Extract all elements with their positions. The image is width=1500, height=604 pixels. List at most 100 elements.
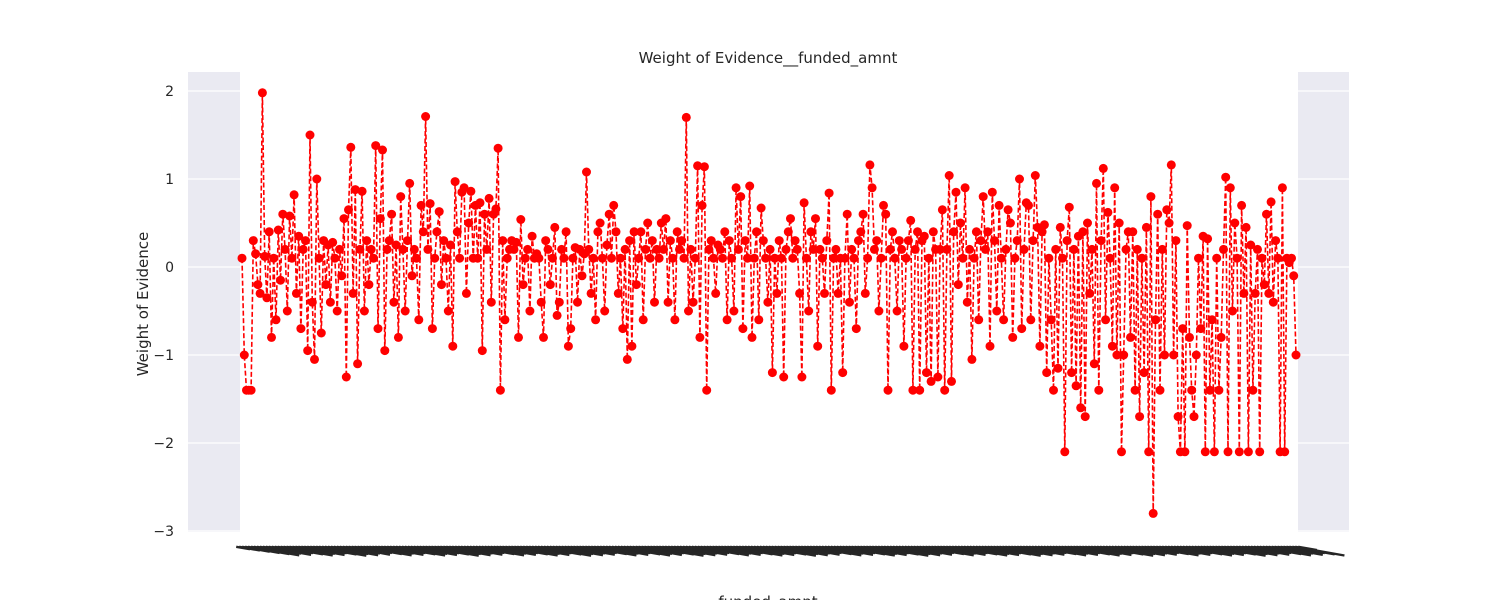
data-point	[1067, 368, 1077, 378]
data-point	[770, 253, 780, 263]
data-point	[833, 288, 843, 298]
data-point	[813, 341, 823, 351]
data-point	[253, 280, 263, 290]
data-point	[602, 240, 612, 250]
data-point	[956, 218, 965, 228]
data-point	[450, 177, 460, 187]
data-point	[1171, 236, 1181, 246]
data-point	[475, 198, 485, 208]
data-point	[486, 297, 496, 307]
data-point	[480, 209, 489, 219]
data-point	[393, 332, 403, 342]
data-point	[364, 280, 374, 290]
data-point	[330, 253, 340, 263]
data-point	[856, 227, 866, 237]
data-point	[491, 204, 501, 214]
data-point	[761, 253, 771, 263]
data-point	[1060, 447, 1070, 457]
data-point	[799, 198, 809, 208]
data-point	[296, 324, 306, 334]
data-point	[559, 253, 569, 263]
data-point	[663, 297, 673, 307]
data-point	[1085, 288, 1095, 298]
data-point	[298, 244, 308, 254]
data-point	[913, 227, 922, 237]
data-point	[316, 328, 326, 338]
data-point	[933, 372, 943, 382]
data-point	[414, 315, 424, 325]
data-point	[842, 209, 852, 219]
data-point	[811, 214, 820, 224]
data-point	[269, 253, 279, 263]
data-point	[373, 324, 383, 334]
data-point	[561, 227, 571, 237]
data-point	[792, 244, 802, 254]
data-point	[699, 162, 709, 172]
data-point	[733, 244, 743, 254]
data-point	[378, 145, 387, 155]
data-point	[983, 227, 993, 237]
data-point	[994, 200, 1004, 210]
data-point	[867, 183, 877, 193]
x-axis-label: funded_amnt	[718, 593, 817, 600]
data-point	[484, 193, 494, 203]
data-point	[763, 297, 773, 307]
data-point	[1178, 324, 1188, 334]
data-point	[1264, 288, 1274, 298]
data-point	[1105, 253, 1115, 263]
y-tick-labels: 2 1 0 −1 −2 −3	[153, 84, 174, 540]
data-point	[251, 249, 261, 259]
data-point	[949, 227, 959, 237]
data-point	[1268, 297, 1278, 307]
data-point	[325, 297, 335, 307]
data-point	[1126, 332, 1135, 342]
data-point	[291, 288, 301, 298]
data-point	[282, 306, 292, 316]
data-point	[781, 244, 791, 254]
data-point	[906, 215, 916, 225]
data-point	[940, 385, 950, 395]
data-point	[885, 244, 895, 254]
data-point	[1160, 350, 1169, 360]
data-point	[1187, 385, 1197, 395]
data-point	[566, 324, 576, 334]
data-point	[344, 205, 353, 215]
data-point	[534, 253, 544, 263]
data-point	[874, 306, 884, 316]
data-point	[1153, 209, 1163, 219]
data-point	[443, 306, 453, 316]
data-point	[888, 227, 897, 237]
data-point	[1010, 253, 1020, 263]
data-point	[568, 253, 578, 263]
data-point	[310, 354, 319, 364]
data-point	[681, 112, 691, 122]
data-point	[1117, 447, 1126, 457]
data-point	[1157, 244, 1167, 254]
data-point	[951, 187, 961, 197]
data-point	[1055, 222, 1065, 232]
data-point	[869, 244, 879, 254]
data-point	[536, 297, 546, 307]
data-point	[482, 244, 492, 254]
data-point	[1162, 205, 1172, 215]
data-point	[838, 368, 848, 378]
data-point	[718, 253, 727, 263]
data-point	[1112, 350, 1122, 360]
data-point	[609, 200, 619, 210]
data-point	[1058, 253, 1067, 263]
data-point	[924, 253, 934, 263]
data-point	[359, 306, 369, 316]
data-point	[693, 161, 703, 171]
data-point	[643, 218, 653, 228]
data-point	[264, 227, 274, 237]
data-point	[1015, 174, 1024, 184]
data-point	[788, 253, 798, 263]
data-point	[1076, 403, 1086, 413]
data-point	[903, 236, 913, 246]
data-point	[1141, 222, 1151, 232]
data-point	[511, 237, 521, 247]
data-point	[1194, 253, 1203, 263]
data-point	[1069, 244, 1079, 254]
data-point	[892, 306, 902, 316]
